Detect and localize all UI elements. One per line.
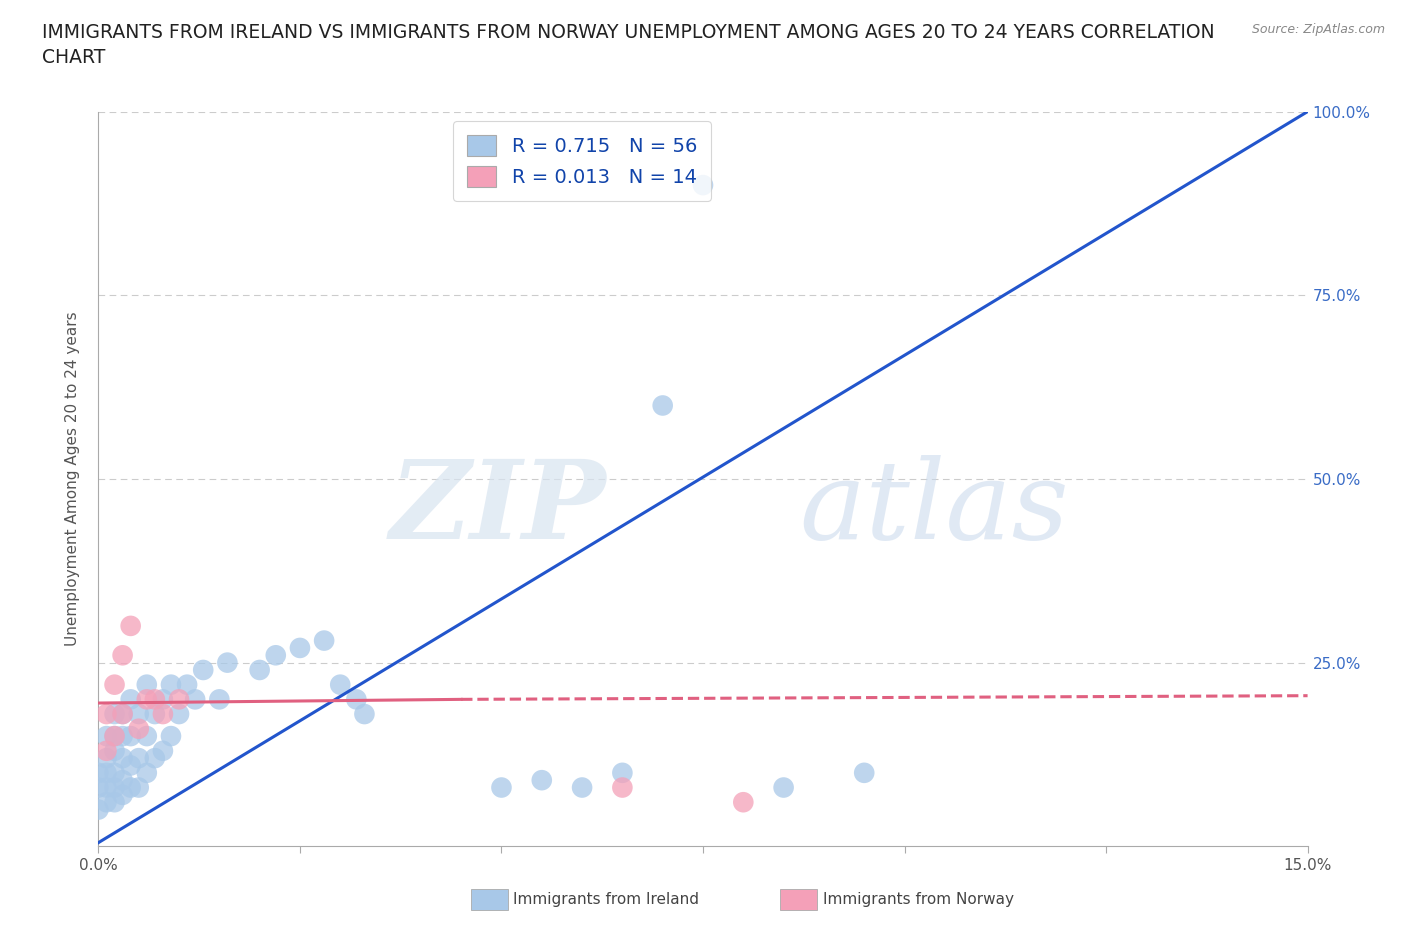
Point [103, 743, 125, 758]
Point [96, 707, 118, 722]
Point [128, 780, 150, 795]
Point [120, 692, 142, 707]
Point [103, 677, 125, 692]
Point [571, 780, 593, 795]
Point [208, 692, 231, 707]
Point [103, 707, 125, 722]
Point [135, 729, 157, 744]
Text: atlas: atlas [800, 455, 1070, 562]
Point [103, 795, 125, 810]
Point [184, 692, 207, 707]
Point [96, 780, 118, 795]
Point [120, 758, 142, 773]
Point [135, 677, 157, 692]
Point [120, 729, 142, 744]
Point [128, 751, 150, 765]
Point [111, 788, 134, 803]
Point [143, 692, 166, 707]
Text: ZIP: ZIP [389, 455, 606, 562]
Point [651, 398, 673, 413]
Point [111, 729, 134, 744]
Point [87, 780, 110, 795]
Point [249, 662, 271, 677]
Point [217, 656, 239, 671]
Point [193, 662, 215, 677]
Point [87, 765, 110, 780]
Y-axis label: Unemployment Among Ages 20 to 24 years: Unemployment Among Ages 20 to 24 years [65, 312, 80, 646]
Point [96, 751, 118, 765]
Point [128, 722, 150, 737]
Point [111, 707, 134, 722]
Point [128, 707, 150, 722]
Point [353, 707, 375, 722]
Point [772, 780, 794, 795]
Point [103, 765, 125, 780]
Point [96, 729, 118, 744]
Text: Immigrants from Norway: Immigrants from Norway [823, 892, 1014, 907]
Point [853, 765, 876, 780]
Point [135, 692, 157, 707]
Point [344, 692, 367, 707]
Point [120, 780, 142, 795]
Point [288, 641, 311, 656]
Point [96, 765, 118, 780]
Point [120, 618, 142, 633]
Text: IMMIGRANTS FROM IRELAND VS IMMIGRANTS FROM NORWAY UNEMPLOYMENT AMONG AGES 20 TO : IMMIGRANTS FROM IRELAND VS IMMIGRANTS FR… [42, 23, 1215, 67]
Point [111, 648, 134, 663]
Point [167, 707, 190, 722]
Point [167, 692, 190, 707]
Legend: R = 0.715   N = 56, R = 0.013   N = 14: R = 0.715 N = 56, R = 0.013 N = 14 [453, 121, 711, 201]
Point [314, 633, 336, 648]
Point [491, 780, 513, 795]
Point [152, 707, 174, 722]
Point [87, 802, 110, 817]
Point [692, 178, 714, 193]
Point [264, 648, 287, 663]
Point [176, 677, 198, 692]
Point [160, 729, 183, 744]
Point [96, 743, 118, 758]
Point [103, 729, 125, 744]
Point [111, 773, 134, 788]
Point [329, 677, 352, 692]
Point [612, 765, 634, 780]
Point [143, 707, 166, 722]
Point [111, 751, 134, 765]
Point [160, 677, 183, 692]
Point [612, 780, 634, 795]
Point [530, 773, 553, 788]
Text: Immigrants from Ireland: Immigrants from Ireland [513, 892, 699, 907]
Point [103, 780, 125, 795]
Point [103, 729, 125, 744]
Point [152, 692, 174, 707]
Point [111, 707, 134, 722]
Point [135, 765, 157, 780]
Point [143, 751, 166, 765]
Point [96, 795, 118, 810]
Point [733, 795, 755, 810]
Text: Source: ZipAtlas.com: Source: ZipAtlas.com [1251, 23, 1385, 36]
Point [152, 743, 174, 758]
